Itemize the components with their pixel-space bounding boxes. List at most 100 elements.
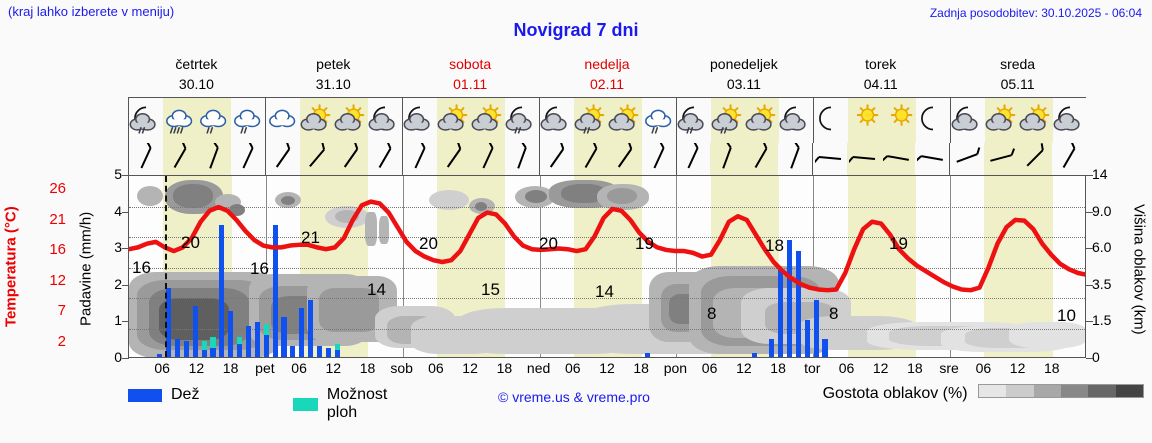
precipitation-tick: 2 <box>114 275 122 292</box>
temperature-label: 16 <box>250 259 269 278</box>
cloud-blob <box>429 190 469 210</box>
tick-mark <box>122 284 129 286</box>
cloud-density-step <box>1060 385 1089 397</box>
rain-bar <box>281 316 287 357</box>
time-tick-label: 12 <box>462 360 478 376</box>
time-tick-label: 06 <box>838 360 855 376</box>
precipitation-tick: 0 <box>114 349 122 365</box>
rain-bar <box>263 335 269 357</box>
day-name: torek <box>865 56 897 72</box>
legend-label-rain: Dež <box>171 386 200 403</box>
day-date: 05.11 <box>1000 76 1035 92</box>
time-tick-label: 12 <box>188 360 205 376</box>
wind-barb <box>847 143 882 175</box>
time-tick-label: 06 <box>565 360 581 376</box>
tick-mark <box>1086 248 1093 250</box>
tick-mark <box>122 175 129 176</box>
showers-swatch <box>293 397 318 411</box>
temperature-label: 14 <box>367 280 386 299</box>
rain-bar <box>299 307 305 357</box>
rain-bar <box>201 349 207 357</box>
rain-bar <box>308 300 314 357</box>
time-tick-label: sre <box>939 360 959 376</box>
rain-bar <box>192 305 198 357</box>
time-tick-label: 12 <box>736 360 752 376</box>
gridline <box>129 237 1085 238</box>
temperature-label: 21 <box>301 228 320 247</box>
tick-mark <box>122 321 129 323</box>
day-name: sreda <box>1000 56 1036 72</box>
time-tick-label: sob <box>390 360 413 376</box>
rain-bar <box>237 344 243 357</box>
temperature-label: 14 <box>595 282 614 301</box>
wind-barb <box>231 143 265 175</box>
tick-mark <box>1086 211 1093 213</box>
wind-barb <box>642 143 676 175</box>
gridline <box>129 267 1085 269</box>
wind-barb <box>162 143 197 175</box>
rain-bar <box>219 225 225 357</box>
day-header-4: ponedeljek 03.11 <box>675 52 812 96</box>
legend-item-showers: Možnost ploh <box>293 386 396 422</box>
cloud-height-tick: 1.5 <box>1092 312 1112 329</box>
time-tick-label: 18 <box>222 360 239 376</box>
time-tick-label: 12 <box>1009 360 1026 376</box>
rain-bar <box>778 269 784 357</box>
rain-bar <box>183 340 189 357</box>
rain-bar <box>325 347 331 357</box>
cloud-density-step <box>1033 385 1061 397</box>
day-date: 03.11 <box>726 76 761 92</box>
day-name: četrtek <box>175 56 218 72</box>
wind-barb <box>949 143 984 175</box>
cloud-blob <box>319 288 379 332</box>
day-name: nedelja <box>584 56 630 72</box>
gridline <box>129 298 1085 299</box>
wind-barb <box>710 143 745 175</box>
day-header-3: nedelja 02.11 <box>539 52 676 96</box>
showers-bar <box>201 340 207 357</box>
current-time-marker <box>164 176 167 357</box>
day-header-5: torek 04.11 <box>812 52 949 96</box>
cloud-height-tick: 6.0 <box>1092 239 1112 256</box>
tick-mark <box>122 211 129 213</box>
time-tick-label: pet <box>255 360 275 376</box>
rain-bar <box>795 250 801 357</box>
copyright-link[interactable]: © vreme.us & vreme.pro <box>498 389 650 405</box>
day-date: 02.11 <box>590 76 624 92</box>
weather-icon-moon-cloud <box>779 98 813 143</box>
rain-bar <box>272 225 278 357</box>
cloud-density-gradient <box>978 384 1144 398</box>
temperature-label: 8 <box>707 304 717 323</box>
legend-label-showers: Možnost ploh <box>326 386 388 421</box>
wind-barb <box>778 143 812 175</box>
day-date: 31.10 <box>315 76 351 92</box>
time-tick-label: tor <box>804 360 821 376</box>
wind-barb <box>573 143 608 175</box>
temperature-label: 19 <box>889 234 908 253</box>
wind-barb <box>333 143 368 175</box>
wind-barb <box>607 143 642 175</box>
time-tick-label: 18 <box>907 360 923 376</box>
forecast-plot: 16 20 16 21 14 20 15 20 14 19 8 18 8 19 10 <box>128 175 1086 358</box>
wind-barb <box>1052 143 1086 175</box>
wind-barb <box>505 143 539 175</box>
cloud-height-tick: 9.0 <box>1092 202 1112 219</box>
cloud-blob <box>281 196 295 205</box>
day-header-2: sobota 01.11 <box>402 52 539 96</box>
time-tick-label: 18 <box>1044 360 1060 376</box>
wind-barb <box>470 143 505 175</box>
weather-icon-moon-cloud-rain <box>505 98 539 143</box>
cloud-height-tick: 14 <box>1092 166 1108 182</box>
temperature-axis-title: Temperatura (°C) <box>2 206 20 328</box>
precipitation-axis-title: Padavine (mm/h) <box>77 211 95 327</box>
time-tick-label: 12 <box>599 360 615 376</box>
day-date: 04.11 <box>863 76 898 92</box>
wind-barb <box>128 143 163 175</box>
rain-bar <box>157 354 163 357</box>
time-tick-label: 06 <box>975 360 992 376</box>
precipitation-tick: 4 <box>114 202 122 219</box>
tick-mark <box>122 358 129 359</box>
day-name: petek <box>316 56 351 72</box>
gridline <box>129 206 1085 208</box>
rain-bar <box>290 346 296 357</box>
